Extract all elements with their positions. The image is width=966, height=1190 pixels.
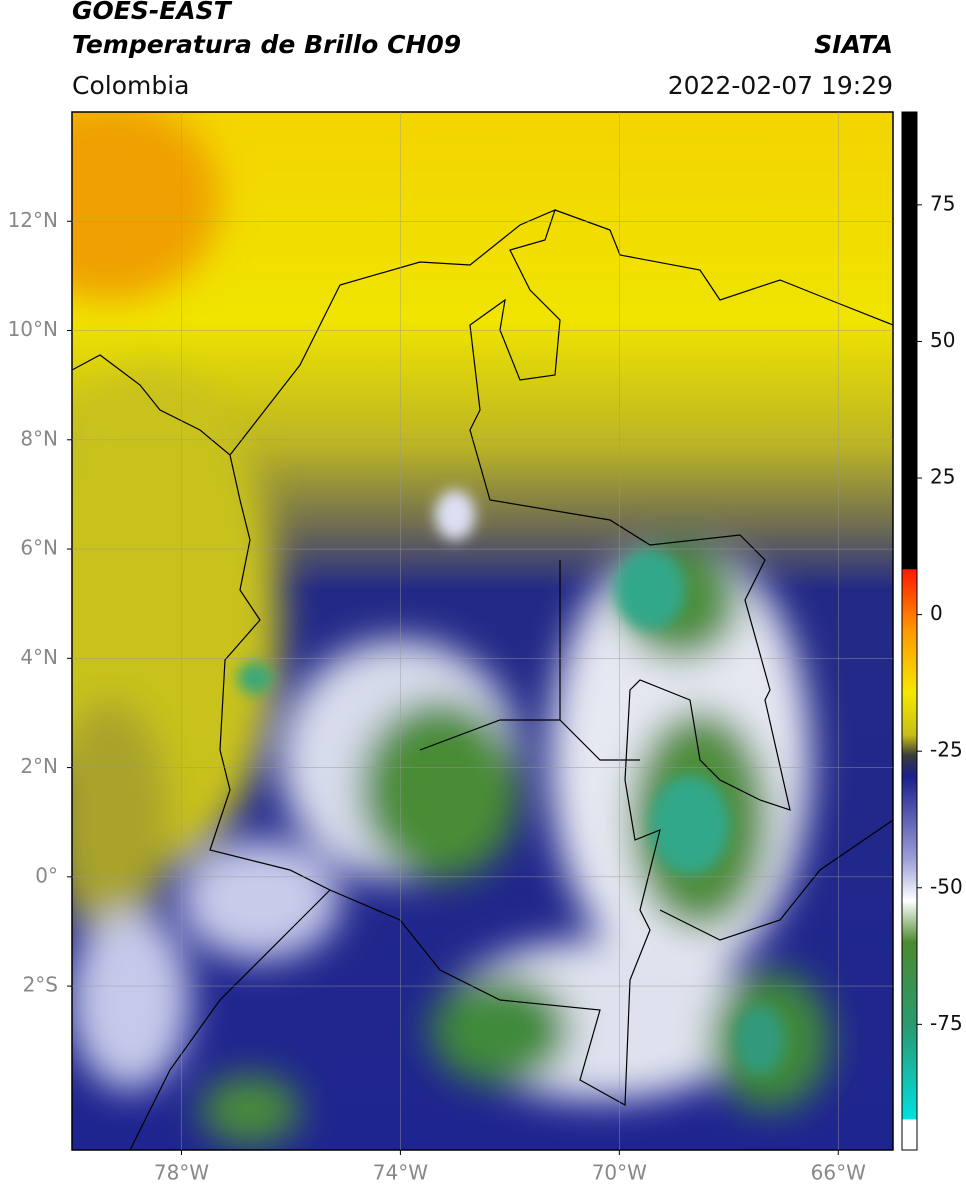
colorbar-tick-label: 0 xyxy=(930,601,943,625)
lat-tick-label: 10°N xyxy=(8,317,58,341)
lat-tick-label: 2°N xyxy=(20,754,58,778)
lon-tick-label: 78°W xyxy=(154,1161,209,1185)
lon-tick-label: 74°W xyxy=(373,1161,428,1185)
lat-tick-label: 2°S xyxy=(23,973,58,997)
header: GOES-EAST Temperatura de Brillo CH09 SIA… xyxy=(72,0,893,100)
datetime: 2022-02-07 19:29 xyxy=(668,71,893,100)
lon-tick-label: 70°W xyxy=(592,1161,647,1185)
borders xyxy=(72,208,893,1150)
lat-tick-label: 6°N xyxy=(20,536,58,560)
satellite-image xyxy=(72,112,893,1150)
title: GOES-EAST xyxy=(72,0,233,25)
region: Colombia xyxy=(72,71,189,100)
colorbar-tick-label: -75 xyxy=(930,1011,963,1035)
colorbar-tick-label: 25 xyxy=(930,465,955,489)
colorbar xyxy=(901,111,918,1151)
colorbar-tick-label: -25 xyxy=(930,738,963,762)
subtitle: Temperatura de Brillo CH09 xyxy=(72,30,461,59)
lat-tick-label: 0° xyxy=(35,863,58,887)
lat-tick-label: 8°N xyxy=(20,426,58,450)
colorbar-tick-label: -50 xyxy=(930,874,963,898)
lat-tick-label: 4°N xyxy=(20,645,58,669)
colorbar-tick-label: 50 xyxy=(930,328,955,352)
lat-tick-label: 12°N xyxy=(8,208,58,232)
source: SIATA xyxy=(814,30,893,59)
colorbar-tick-label: 75 xyxy=(930,191,955,215)
map-frame xyxy=(71,111,894,1151)
lon-tick-label: 66°W xyxy=(811,1161,866,1185)
